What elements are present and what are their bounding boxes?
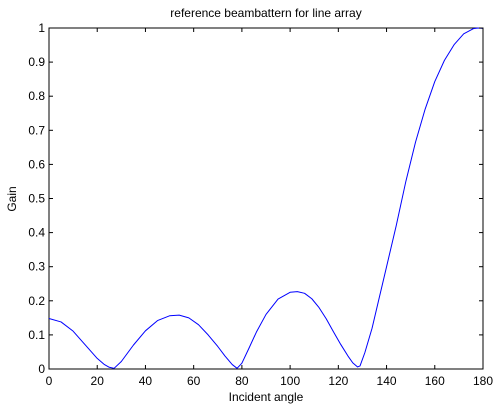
y-tick-label: 0.3: [28, 260, 45, 274]
plot-area: [49, 28, 483, 369]
x-tick-label: 0: [46, 374, 53, 388]
y-tick-label: 0.9: [28, 55, 45, 69]
x-tick-label: 180: [473, 374, 493, 388]
x-tick-label: 120: [328, 374, 348, 388]
x-tick-label: 20: [91, 374, 105, 388]
axes-box: [49, 28, 483, 369]
x-tick-label: 160: [425, 374, 445, 388]
x-tick-label: 100: [280, 374, 300, 388]
chart-title: reference beambattern for line array: [170, 6, 361, 20]
x-tick-label: 140: [377, 374, 397, 388]
y-axis-label: Gain: [5, 186, 19, 211]
y-tick-label: 0.8: [28, 89, 45, 103]
y-tick-label: 0.6: [28, 157, 45, 171]
y-tick-label: 0.4: [28, 226, 45, 240]
y-tick-label: 1: [38, 21, 45, 35]
y-tick-label: 0.2: [28, 294, 45, 308]
x-tick-label: 40: [139, 374, 153, 388]
y-tick-label: 0.1: [28, 328, 45, 342]
y-tick-label: 0.7: [28, 123, 45, 137]
y-tick-label: 0: [38, 362, 45, 376]
x-tick-label: 80: [235, 374, 249, 388]
x-tick-label: 60: [187, 374, 201, 388]
x-axis-label: Incident angle: [229, 390, 304, 404]
y-tick-label: 0.5: [28, 192, 45, 206]
